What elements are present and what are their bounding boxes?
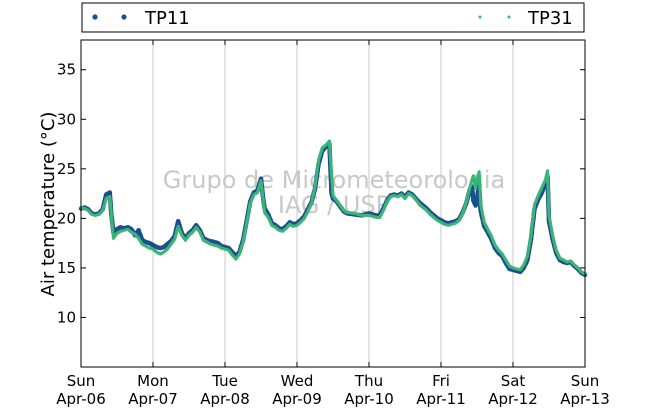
x-tick-label: Apr-09 <box>272 390 322 408</box>
legend-marker-tp31 <box>507 15 511 19</box>
legend-marker-tp31 <box>478 15 482 19</box>
x-tick-label: Mon <box>137 372 169 390</box>
y-axis-ticks: 10 15 20 25 30 35 <box>57 61 585 326</box>
plot-frame <box>80 39 586 368</box>
y-tick-label: 25 <box>57 160 76 178</box>
x-tick-label: Apr-08 <box>200 390 250 408</box>
x-tick-label: Wed <box>281 372 314 390</box>
y-tick-label: 30 <box>57 110 76 128</box>
x-tick-label: Sun <box>67 372 96 390</box>
x-tick-label: Sun <box>571 372 600 390</box>
y-tick-label: 20 <box>57 209 76 227</box>
y-axis-label: Air temperature (°C) <box>38 112 59 297</box>
y-tick-label: 10 <box>57 308 76 326</box>
legend: TP11 TP31 <box>81 2 585 33</box>
x-tick-label: Apr-11 <box>416 390 466 408</box>
legend-box <box>81 2 585 33</box>
x-tick-label: Fri <box>432 372 450 390</box>
x-tick-label: Apr-06 <box>56 390 106 408</box>
legend-label-tp11: TP11 <box>144 8 190 29</box>
x-tick-label: Apr-12 <box>488 390 538 408</box>
x-tick-label: Apr-07 <box>128 390 178 408</box>
y-tick-label: 15 <box>57 259 76 277</box>
x-tick-label: Sat <box>501 372 526 390</box>
x-tick-label: Tue <box>211 372 238 390</box>
gridlines <box>152 40 514 367</box>
legend-label-tp31: TP31 <box>527 8 573 29</box>
x-tick-label: Thu <box>354 372 383 390</box>
y-tick-label: 35 <box>57 61 76 79</box>
x-tick-label: Apr-10 <box>344 390 394 408</box>
series-tp31 <box>79 139 587 276</box>
x-axis-ticks: SunApr-06MonApr-07TueApr-08WedApr-09ThuA… <box>56 40 610 408</box>
plot-area: Grupo de Micrometeorologia IAG / USP 101… <box>56 39 610 408</box>
legend-marker-tp11 <box>92 14 98 20</box>
x-tick-label: Apr-13 <box>560 390 610 408</box>
legend-marker-tp11 <box>121 14 127 20</box>
